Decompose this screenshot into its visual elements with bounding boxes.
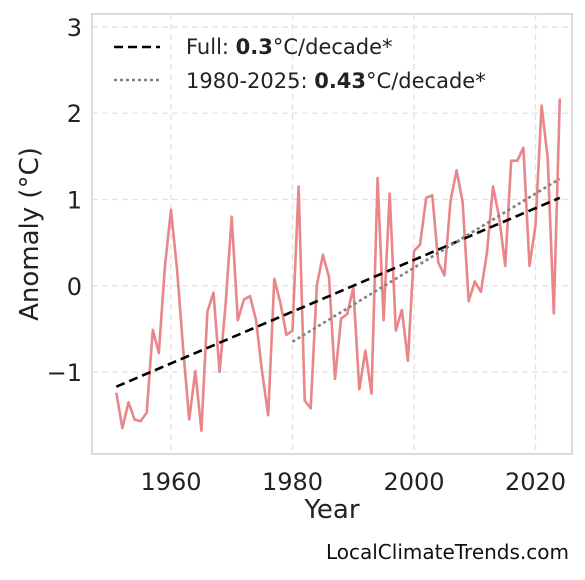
legend-full-prefix: Full: bbox=[186, 35, 236, 59]
y-tick-label: 2 bbox=[67, 100, 82, 128]
x-axis-title: Year bbox=[303, 495, 359, 525]
y-tick-label: −1 bbox=[47, 359, 82, 387]
legend-recent-prefix: 1980-2025: bbox=[186, 69, 314, 93]
plot-area bbox=[91, 13, 573, 455]
legend-label-full: Full: 0.3°C/decade* bbox=[186, 35, 393, 59]
y-tick-label: 0 bbox=[67, 273, 82, 301]
legend-full-value: 0.3 bbox=[236, 35, 273, 59]
legend-full-suffix: °C/decade* bbox=[273, 35, 393, 59]
y-axis-title: Anomaly (°C) bbox=[15, 147, 45, 321]
series-layer bbox=[115, 98, 562, 433]
x-tick-label: 1980 bbox=[262, 468, 323, 496]
legend-label-recent: 1980-2025: 0.43°C/decade* bbox=[186, 69, 486, 93]
attribution: LocalClimateTrends.com bbox=[325, 540, 569, 564]
ticks: 1960 1980 2000 2020 −1 0 1 2 3 bbox=[47, 14, 566, 496]
anomaly-line bbox=[115, 98, 562, 433]
x-tick-label: 1960 bbox=[140, 468, 201, 496]
legend: Full: 0.3°C/decade* 1980-2025: 0.43°C/de… bbox=[114, 35, 486, 93]
legend-recent-suffix: °C/decade* bbox=[366, 69, 486, 93]
x-tick-label: 2000 bbox=[383, 468, 444, 496]
x-tick-label: 2020 bbox=[505, 468, 566, 496]
y-tick-label: 3 bbox=[67, 14, 82, 42]
y-tick-label: 1 bbox=[67, 186, 82, 214]
trend-recent-line bbox=[291, 177, 561, 343]
legend-recent-value: 0.43 bbox=[314, 69, 366, 93]
trend-full-line bbox=[115, 196, 561, 388]
